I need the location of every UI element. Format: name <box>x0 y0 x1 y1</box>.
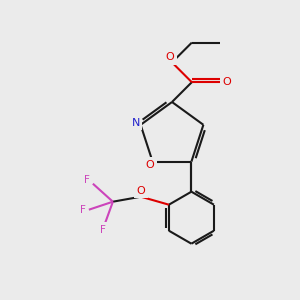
Text: F: F <box>100 225 106 235</box>
Text: F: F <box>80 205 86 215</box>
Text: N: N <box>131 118 140 128</box>
Text: O: O <box>145 160 154 170</box>
Text: O: O <box>166 52 174 62</box>
Text: O: O <box>222 77 231 87</box>
Text: O: O <box>136 186 145 196</box>
Text: F: F <box>84 175 90 185</box>
